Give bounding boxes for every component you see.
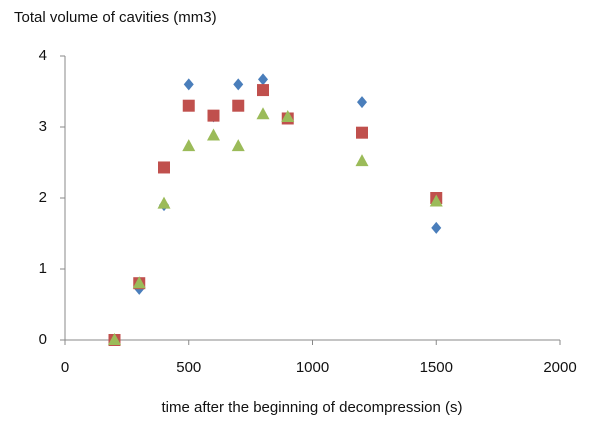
x-axis-label: time after the beginning of decompressio…	[162, 399, 463, 416]
point	[158, 161, 170, 174]
x-tick-label: 2000	[543, 359, 576, 376]
point	[357, 96, 367, 109]
point	[182, 139, 196, 152]
point	[256, 107, 270, 120]
x-tick-label: 0	[61, 359, 69, 376]
point	[231, 139, 245, 152]
y-tick-label: 2	[39, 189, 47, 206]
point	[281, 110, 295, 123]
point	[431, 221, 442, 234]
point	[207, 109, 220, 122]
x-tick-label: 500	[176, 359, 201, 376]
point	[132, 276, 146, 289]
point	[233, 78, 244, 91]
point	[183, 78, 194, 91]
point	[429, 194, 443, 207]
x-tick-label: 1000	[296, 359, 329, 376]
point	[356, 126, 368, 139]
y-tick-label: 3	[39, 118, 47, 135]
chart-title: Total volume of cavities (mm3)	[14, 9, 217, 26]
point	[207, 128, 220, 141]
point	[157, 196, 171, 209]
y-tick-label: 4	[39, 47, 47, 64]
point	[108, 333, 121, 345]
point	[232, 99, 245, 112]
point	[182, 99, 195, 112]
x-tick-label: 1500	[420, 359, 453, 376]
point	[258, 73, 268, 86]
y-tick-label: 1	[39, 260, 47, 277]
point	[257, 84, 269, 97]
y-tick-label: 0	[39, 331, 47, 348]
point	[355, 154, 369, 167]
